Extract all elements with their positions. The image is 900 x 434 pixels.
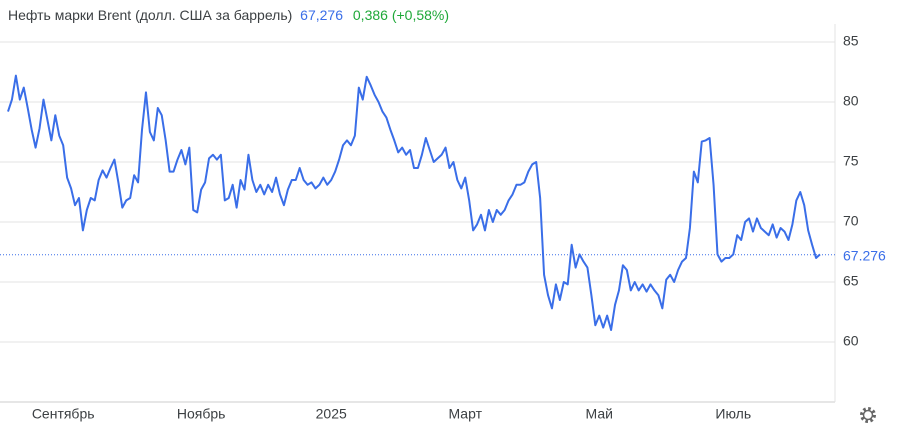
x-tick-label: Июль bbox=[715, 406, 751, 422]
x-tick-label: Ноябрь bbox=[177, 406, 226, 422]
price: 67,276 bbox=[300, 7, 343, 23]
x-tick-label: 2025 bbox=[316, 406, 347, 422]
x-tick-label: Сентябрь bbox=[32, 406, 95, 422]
chart-title: Нефть марки Brent (долл. США за баррель) bbox=[8, 7, 292, 23]
change: 0,386 (+0,58%) bbox=[353, 7, 449, 23]
settings-icon[interactable] bbox=[860, 407, 876, 423]
y-tick-label: 80 bbox=[843, 93, 859, 109]
gear-body bbox=[862, 409, 874, 421]
y-tick-label: 60 bbox=[843, 333, 859, 349]
x-tick-label: Май bbox=[586, 406, 613, 422]
header: Нефть марки Brent (долл. США за баррель)… bbox=[8, 7, 449, 23]
x-tick-label: Март bbox=[448, 406, 482, 422]
gear-teeth bbox=[860, 407, 876, 423]
y-tick-label: 85 bbox=[843, 33, 859, 49]
y-tick-label: 75 bbox=[843, 153, 859, 169]
last-price-label: 67.276 bbox=[843, 247, 886, 263]
y-tick-label: 70 bbox=[843, 213, 859, 229]
price-line bbox=[7, 74, 821, 331]
y-tick-label: 65 bbox=[843, 273, 859, 289]
